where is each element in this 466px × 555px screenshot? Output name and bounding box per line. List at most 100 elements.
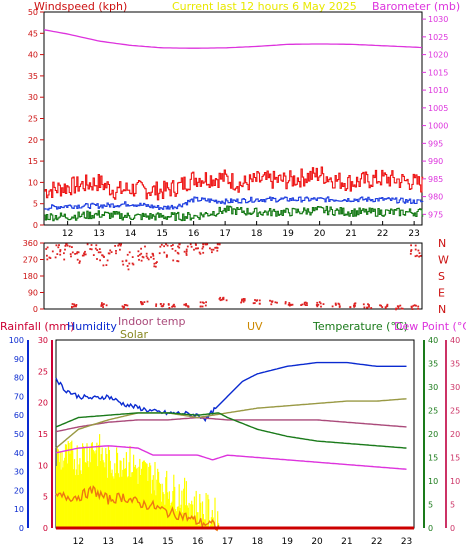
- solar-bar: [114, 463, 116, 528]
- solar-bar: [56, 466, 58, 528]
- temperature-tick-label: 20: [428, 430, 438, 439]
- solar-bar: [156, 479, 158, 528]
- wind-direction-point: [98, 248, 101, 250]
- temperature-x-tick-label: 16: [192, 537, 204, 547]
- solar-bar: [119, 460, 121, 528]
- wind-direction-point: [190, 245, 193, 248]
- rainfall-tick-label: 10: [38, 461, 48, 470]
- wind-direction-point: [243, 298, 246, 300]
- humidity-tick-label: 90: [14, 355, 24, 364]
- solar-bar: [188, 502, 190, 528]
- solar-bar: [166, 470, 168, 528]
- wind-gust-line: [44, 166, 424, 201]
- solar-bar: [183, 488, 185, 528]
- wind-direction-point: [367, 303, 369, 306]
- solar-bar: [95, 450, 97, 528]
- solar-bar: [204, 519, 206, 528]
- direction-tick-label: 270: [23, 256, 38, 265]
- wind-direction-point: [160, 243, 163, 246]
- wind-direction-point: [199, 252, 202, 255]
- wind-direction-point: [115, 250, 117, 252]
- wind-x-tick-label: 20: [314, 229, 326, 239]
- wind-direction-point: [301, 303, 304, 306]
- wind-direction-point: [218, 298, 221, 300]
- direction-tick-label: 360: [23, 239, 38, 248]
- solar-bar: [159, 484, 161, 528]
- wind-direction-point: [68, 245, 71, 248]
- wind-direction-point: [214, 246, 217, 249]
- wind-direction-point: [171, 305, 173, 308]
- temperature-x-tick-label: 19: [281, 537, 293, 547]
- dew-point-tick-label: 25: [450, 407, 460, 416]
- barometer-tick-label: 1000: [428, 122, 448, 131]
- wind-direction-point: [140, 247, 142, 250]
- solar-bar: [212, 517, 214, 528]
- wind-direction-point: [178, 246, 181, 249]
- solar-bar: [178, 484, 180, 528]
- wind-direction-point: [59, 249, 62, 251]
- dew-point-tick-label: 15: [450, 454, 460, 463]
- wind-direction-point: [143, 301, 146, 303]
- wind-direction-point: [216, 243, 219, 246]
- rainfall-tick-label: 25: [38, 367, 48, 376]
- solar-bar: [83, 447, 85, 528]
- wind-direction-point: [202, 302, 205, 304]
- solar-bar: [170, 502, 172, 528]
- wind-direction-point: [74, 305, 76, 307]
- wind-direction-point: [162, 303, 165, 306]
- wind-direction-point: [117, 244, 120, 247]
- wind-direction-point: [185, 303, 187, 305]
- wind-direction-point: [201, 247, 204, 250]
- wind-direction-point: [335, 304, 337, 306]
- wind-x-tick-label: 13: [93, 229, 104, 239]
- solar-bar: [191, 500, 193, 528]
- barometer-tick-label: 990: [428, 157, 443, 166]
- temperature-x-tick-label: 23: [401, 537, 412, 547]
- solar-bar: [62, 467, 64, 528]
- wind-direction-point: [167, 303, 170, 306]
- humidity-tick-label: 100: [9, 336, 24, 345]
- wind-direction-point: [177, 252, 180, 255]
- wind-direction-point: [216, 249, 219, 252]
- temperature-x-tick-label: 17: [222, 537, 233, 547]
- solar-bar: [72, 450, 74, 528]
- solar-bar: [161, 483, 163, 528]
- solar-bar: [107, 446, 110, 528]
- wind-direction-point: [202, 251, 205, 254]
- wind-direction-point: [284, 302, 287, 305]
- wind-direction-point: [100, 305, 103, 307]
- wind-direction-point: [59, 250, 62, 253]
- wind-direction-point: [106, 259, 109, 262]
- wind-direction-point: [121, 260, 124, 263]
- humidity-line: [55, 361, 407, 423]
- temperature-panel-series: [55, 361, 414, 532]
- wind-direction-point: [414, 248, 417, 251]
- wind-direction-point: [96, 249, 99, 251]
- solar-bar: [74, 475, 76, 528]
- humidity-tick-label: 40: [14, 449, 24, 458]
- wind-direction-point: [353, 306, 356, 308]
- wind-direction-point: [331, 305, 334, 308]
- wind-direction-point: [241, 298, 243, 301]
- wind-direction-point: [126, 304, 129, 307]
- wind-direction-point: [46, 254, 48, 257]
- wind-direction-point: [205, 301, 207, 304]
- wind-direction-point: [189, 243, 192, 246]
- solar-bar: [101, 447, 103, 528]
- solar-bar: [73, 459, 76, 528]
- solar-bar: [167, 492, 169, 528]
- solar-bar: [136, 467, 138, 528]
- solar-bar: [93, 451, 95, 528]
- solar-bar: [90, 462, 92, 528]
- barometer-tick-label: 980: [428, 193, 443, 202]
- temperature-tick-label: 10: [428, 477, 438, 486]
- solar-bar: [147, 480, 149, 528]
- solar-bar: [157, 468, 159, 528]
- wind-direction-point: [173, 305, 176, 308]
- wind-direction-point: [158, 252, 161, 255]
- wind-direction-point: [59, 253, 62, 256]
- wind-direction-point: [126, 265, 129, 267]
- wind-direction-point: [219, 299, 222, 302]
- wind-direction-point: [75, 305, 77, 308]
- wind-direction-point: [155, 303, 158, 306]
